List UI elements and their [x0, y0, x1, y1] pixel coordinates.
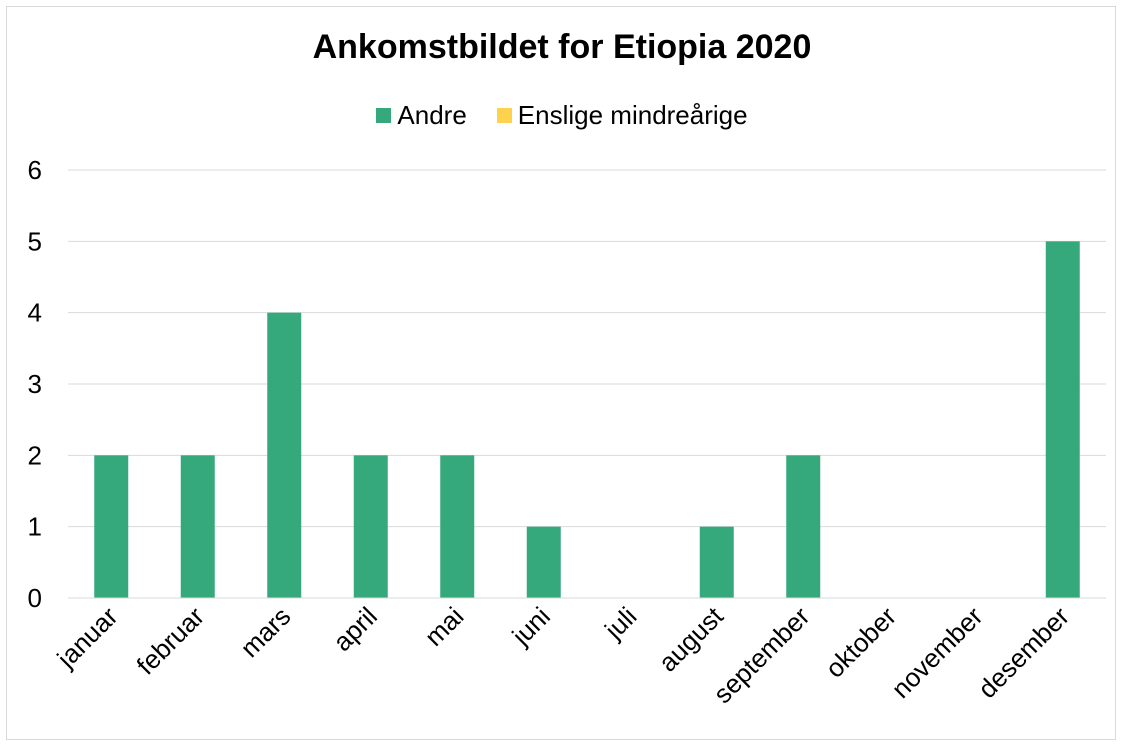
y-tick-label-1: 1 [28, 512, 42, 542]
legend-label-andre: Andre [397, 100, 467, 130]
legend-label-enslige: Enslige mindreårige [517, 100, 748, 130]
x-tick-label-oktober: oktober [819, 601, 902, 684]
x-tick-label-mai: mai [419, 601, 470, 652]
x-tick-label-april: april [327, 601, 383, 657]
bar-andre-mars [267, 312, 302, 598]
legend: Andre Enslige mindreårige [0, 100, 1124, 131]
bar-andre-januar [94, 455, 129, 598]
chart-frame [6, 6, 1116, 740]
bar-andre-juni [526, 526, 561, 598]
x-tick-label-august: august [653, 600, 730, 677]
bar-andre-september [786, 455, 821, 598]
x-tick-label-juli: juli [598, 601, 642, 645]
legend-item-andre: Andre [376, 100, 467, 131]
legend-swatch-enslige [496, 108, 512, 123]
y-tick-label-5: 5 [28, 226, 42, 256]
x-tick-label-januar: januar [50, 601, 123, 674]
bar-andre-august [699, 526, 734, 598]
x-tick-label-februar: februar [131, 601, 211, 681]
legend-item-enslige: Enslige mindreårige [496, 100, 748, 131]
x-tick-label-juni: juni [505, 601, 556, 652]
bar-andre-februar [180, 455, 215, 598]
x-tick-label-november: november [886, 601, 989, 704]
x-tick-label-desember: desember [972, 601, 1075, 704]
y-tick-label-6: 6 [28, 155, 42, 185]
chart-title: Ankomstbildet for Etiopia 2020 [312, 28, 812, 66]
y-tick-label-2: 2 [28, 440, 42, 470]
x-tick-label-mars: mars [234, 601, 296, 663]
y-tick-label-3: 3 [28, 369, 42, 399]
bar-andre-april [353, 455, 388, 598]
y-tick-label-4: 4 [28, 298, 42, 328]
y-tick-label-0: 0 [28, 583, 42, 613]
bar-andre-mai [440, 455, 475, 598]
bar-andre-desember [1045, 241, 1080, 599]
legend-swatch-andre [376, 108, 392, 123]
